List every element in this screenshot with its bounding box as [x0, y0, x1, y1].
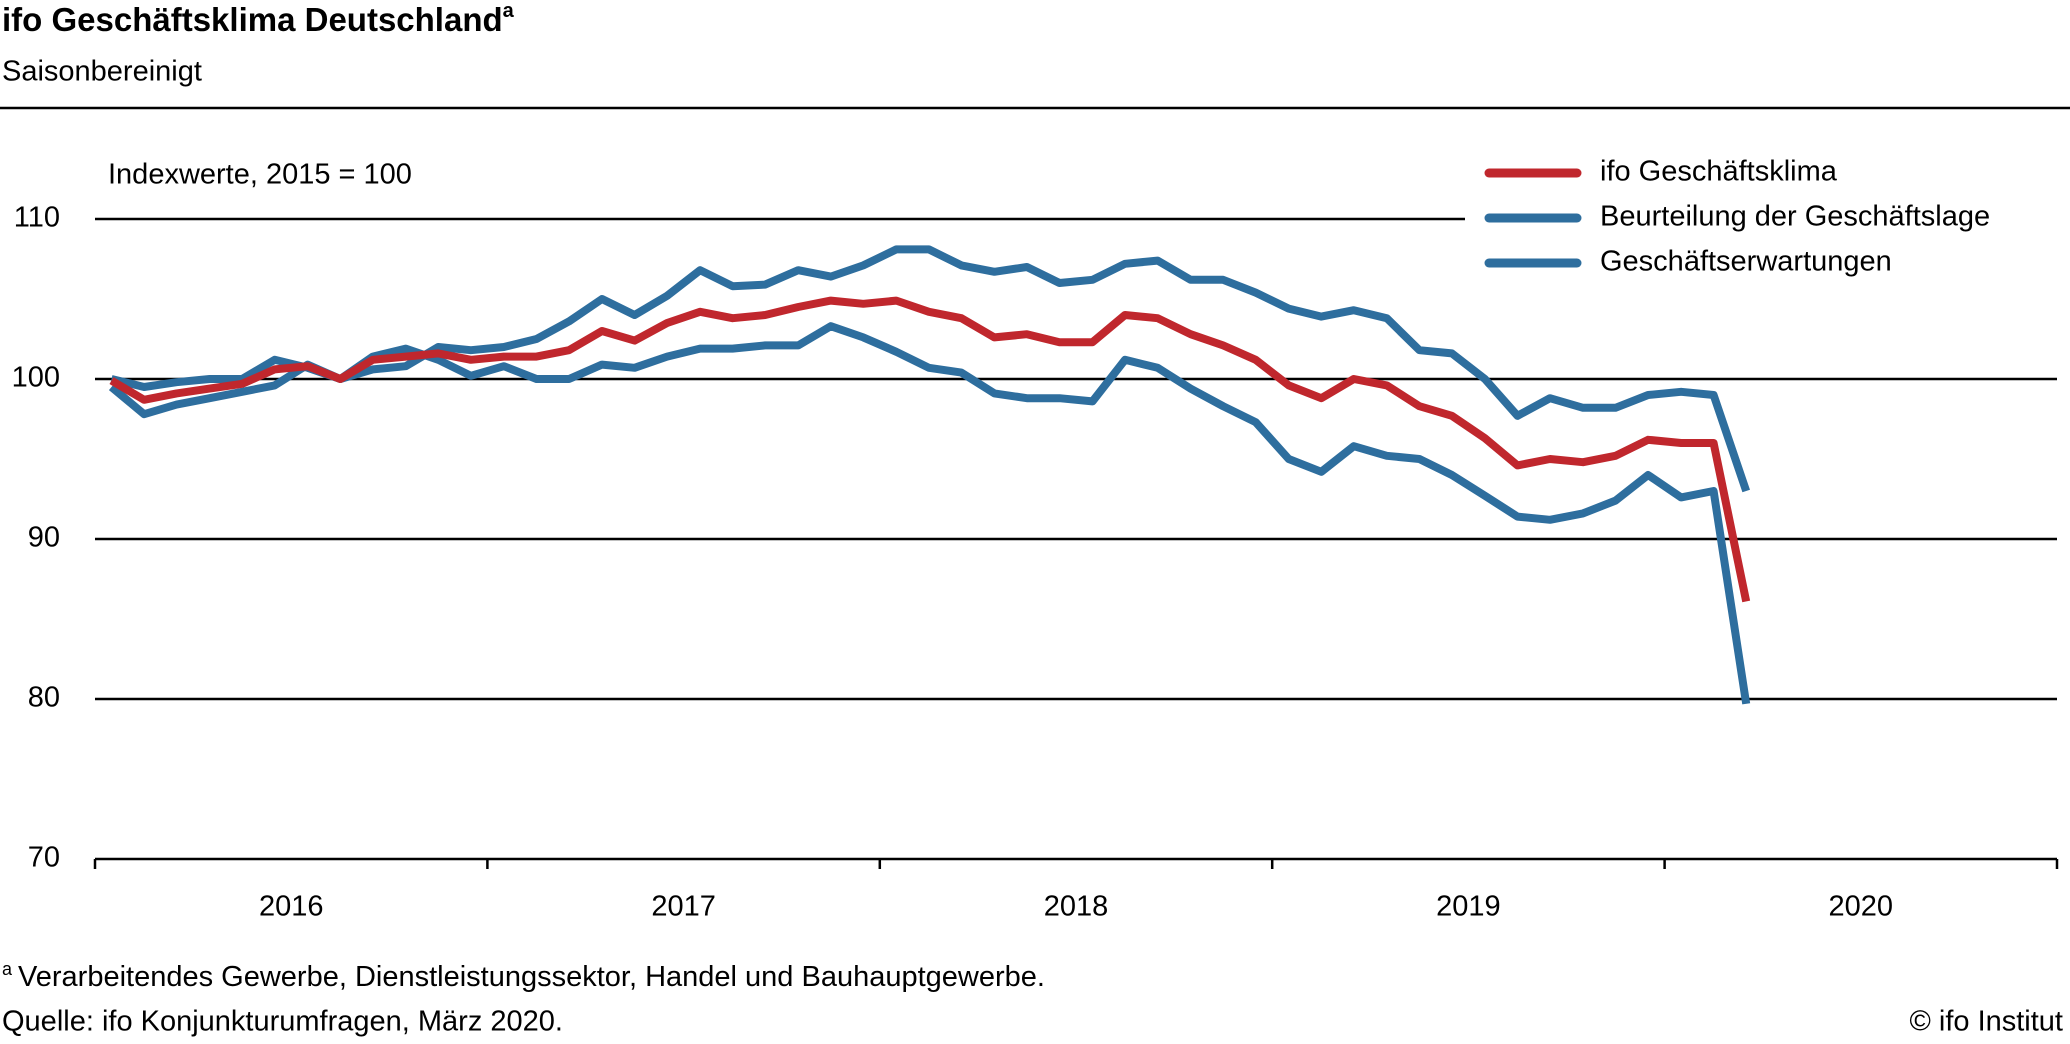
footnote: a Verarbeitendes Gewerbe, Dienstleistungs… [2, 959, 1045, 993]
title-text: ifo Geschäftsklima Deutschland [2, 1, 503, 38]
y-tick-label: 80 [28, 682, 60, 714]
x-tick-label: 2017 [651, 891, 716, 923]
footnote-marker: a [2, 959, 13, 979]
y-tick-label: 70 [28, 842, 60, 874]
credit: © ifo Institut [1909, 1006, 2063, 1038]
footnote-text: Verarbeitendes Gewerbe, Dienstleistungss… [18, 961, 1045, 993]
x-tick-label: 2019 [1436, 891, 1501, 923]
legend-label: Geschäftserwartungen [1600, 246, 1892, 278]
title-footnote-marker: a [503, 0, 515, 22]
series-line [110, 245, 1750, 493]
legend-label: ifo Geschäftsklima [1600, 156, 1838, 188]
x-tick-label: 2016 [259, 891, 324, 923]
series-line [108, 322, 1751, 705]
y-tick-label: 90 [28, 522, 60, 554]
source: Quelle: ifo Konjunkturumfragen, März 202… [2, 1006, 563, 1038]
y-axis-label: Indexwerte, 2015 = 100 [108, 159, 412, 191]
x-tick-label: 2020 [1829, 891, 1894, 923]
legend-label: Beurteilung der Geschäftslage [1600, 201, 1990, 233]
y-tick-label: 100 [12, 362, 60, 394]
chart-subtitle: Saisonbereinigt [2, 56, 202, 88]
x-tick-label: 2018 [1044, 891, 1109, 923]
chart-title: ifo Geschäftsklima Deutschlanda [2, 0, 515, 37]
y-tick-label: 110 [14, 202, 60, 234]
series-line [109, 296, 1751, 603]
